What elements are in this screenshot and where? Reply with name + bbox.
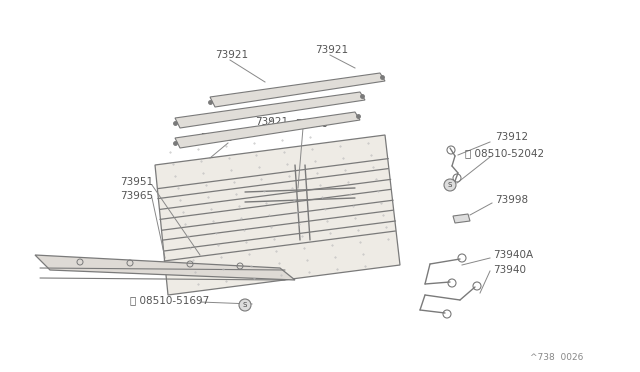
Text: Ⓢ 08510-51697: Ⓢ 08510-51697 bbox=[130, 295, 209, 305]
Text: S: S bbox=[448, 182, 452, 188]
Text: S: S bbox=[243, 302, 247, 308]
Text: 73940A: 73940A bbox=[493, 250, 533, 260]
Polygon shape bbox=[453, 214, 470, 223]
Polygon shape bbox=[175, 92, 365, 128]
Text: 73912: 73912 bbox=[495, 132, 528, 142]
Text: 73940: 73940 bbox=[493, 265, 526, 275]
Circle shape bbox=[239, 299, 251, 311]
Circle shape bbox=[444, 179, 456, 191]
Text: 73921: 73921 bbox=[315, 45, 348, 55]
Text: 73921: 73921 bbox=[255, 117, 288, 127]
Text: 73930: 73930 bbox=[295, 119, 328, 129]
Text: 73998: 73998 bbox=[495, 195, 528, 205]
Polygon shape bbox=[210, 73, 385, 107]
Text: 73921: 73921 bbox=[215, 50, 248, 60]
Polygon shape bbox=[175, 112, 360, 148]
Text: Ⓢ 08510-52042: Ⓢ 08510-52042 bbox=[465, 148, 544, 158]
Polygon shape bbox=[155, 135, 400, 295]
Polygon shape bbox=[35, 255, 295, 280]
Text: 73910: 73910 bbox=[200, 133, 233, 143]
Text: 73965: 73965 bbox=[120, 191, 153, 201]
Text: ^738  0026: ^738 0026 bbox=[530, 353, 584, 362]
Text: 73951: 73951 bbox=[120, 177, 153, 187]
